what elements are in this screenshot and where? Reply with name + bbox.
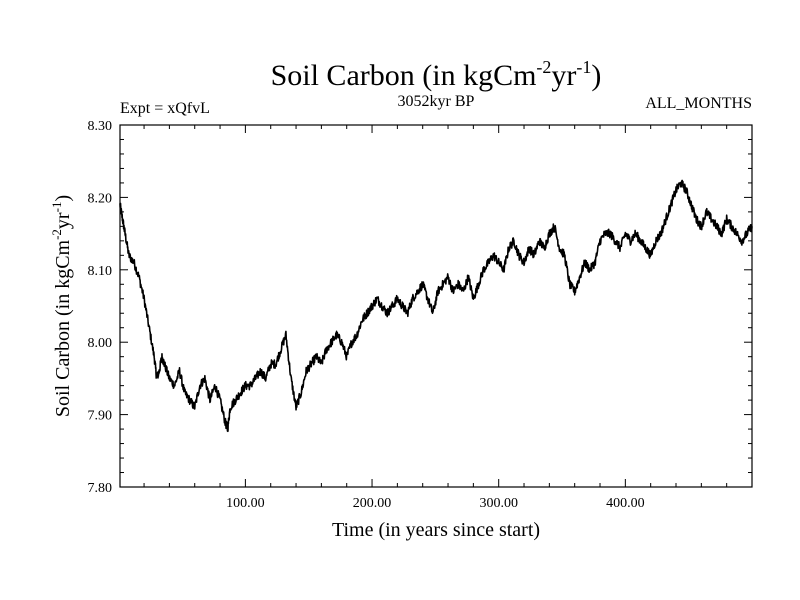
x-tick-label: 200.00 (353, 496, 392, 511)
y-tick-label: 8.00 (88, 336, 113, 351)
x-axis-title: Time (in years since start) (332, 519, 540, 541)
y-tick-label: 8.30 (88, 119, 113, 134)
experiment-label: Expt = xQfvL (120, 100, 210, 117)
series-group (119, 179, 753, 433)
y-axis: 7.80 7.90 8.00 8.10 8.20 8.30 (88, 119, 752, 496)
y-axis-title: Soil Carbon (in kgCm-2yr-1) (49, 195, 74, 417)
chart-title: Soil Carbon (in kgCm-2yr-1) (271, 57, 602, 92)
x-tick-label: 100.00 (226, 496, 265, 511)
period-label: 3052kyr BP (398, 93, 475, 110)
x-axis: 100.00 200.00 300.00 400.00 (143, 125, 753, 511)
y-tick-label: 7.80 (88, 481, 113, 496)
x-tick-label: 300.00 (479, 496, 518, 511)
y-tick-label: 8.10 (88, 264, 113, 279)
months-label: ALL_MONTHS (645, 95, 752, 112)
series-line (119, 179, 753, 433)
plot-frame (119, 124, 753, 488)
x-tick-label: 400.00 (606, 496, 645, 511)
y-tick-label: 7.90 (88, 409, 113, 424)
y-tick-label: 8.20 (88, 191, 113, 206)
